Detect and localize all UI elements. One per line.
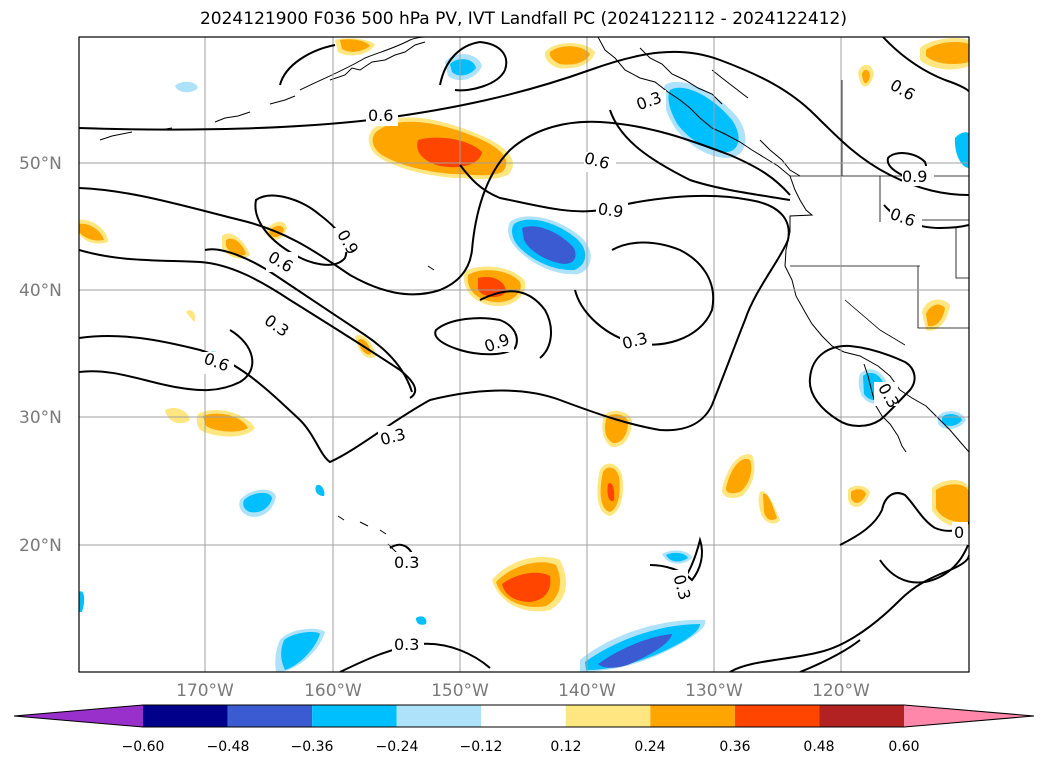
map-frame — [78, 36, 970, 673]
map-title: 2024121900 F036 500 hPa PV, IVT Landfall… — [199, 9, 847, 29]
colorbar-tick-label: 0.48 — [803, 739, 834, 755]
colorbar-outline — [13, 704, 1035, 728]
colorbar-segment — [143, 705, 228, 727]
contour-label: 0.9 — [902, 167, 927, 186]
colorbar-tick-label: −0.36 — [291, 739, 334, 755]
contour-label: 0.3 — [394, 635, 419, 654]
colorbar-tick-label: −0.60 — [122, 739, 165, 755]
colorbar-tick-label: 0.24 — [634, 739, 665, 755]
colorbar-segment — [396, 705, 482, 727]
lon-label: 130°W — [685, 681, 743, 701]
colorbar-segments — [13, 704, 1035, 728]
coastlines — [99, 37, 969, 563]
lon-label: 120°W — [812, 681, 870, 701]
contour-label: 0 — [954, 523, 964, 542]
contour-label: 0.6 — [368, 106, 393, 125]
colorbar-segment — [14, 705, 143, 727]
contour-label: 0.6 — [887, 75, 919, 104]
colorbar-tick-label: −0.24 — [376, 739, 419, 755]
lat-label: 40°N — [19, 281, 62, 301]
colorbar-ticks: −0.60 −0.48 −0.36 −0.24 −0.12 0.12 0.24 … — [122, 739, 920, 755]
colorbar-segment — [650, 705, 735, 727]
colorbar-tick-label: 0.60 — [888, 739, 919, 755]
positive-shading — [79, 38, 969, 612]
colorbar-segment — [312, 705, 397, 727]
map-plot-area: 0.6 0.3 0.6 0.9 0.9 0.6 0.3 0.6 0.9 0.3 … — [79, 37, 969, 672]
lon-label: 150°W — [431, 681, 489, 701]
longitude-labels: 170°W 160°W 150°W 140°W 130°W 120°W — [176, 681, 870, 701]
borders — [790, 80, 969, 346]
colorbar-tick-label: −0.12 — [460, 739, 503, 755]
colorbar-segment — [565, 705, 651, 727]
gridlines — [79, 37, 969, 672]
contour-label: 0.3 — [394, 553, 419, 572]
colorbar-tick-label: −0.48 — [207, 739, 250, 755]
contour-label: 0.9 — [597, 199, 625, 221]
lat-label: 50°N — [19, 154, 62, 174]
lat-label: 30°N — [19, 408, 62, 428]
colorbar-tick-label: 0.12 — [550, 739, 581, 755]
lon-label: 160°W — [304, 681, 362, 701]
lat-label: 20°N — [19, 536, 62, 556]
colorbar-segment — [481, 705, 566, 727]
colorbar-segment — [904, 705, 1034, 727]
colorbar-segment — [227, 705, 313, 727]
colorbar-segment — [819, 705, 905, 727]
lon-label: 170°W — [176, 681, 234, 701]
colorbar-tick-label: 0.36 — [719, 739, 750, 755]
latitude-labels: 50°N 40°N 30°N 20°N — [19, 154, 62, 556]
colorbar: −0.60 −0.48 −0.36 −0.24 −0.12 0.12 0.24 … — [13, 704, 1035, 755]
colorbar-segment — [734, 705, 820, 727]
lon-label: 140°W — [558, 681, 616, 701]
contour-label-group: 0.6 0.3 0.6 0.9 0.9 0.6 0.3 0.6 0.9 0.3 … — [201, 75, 968, 654]
